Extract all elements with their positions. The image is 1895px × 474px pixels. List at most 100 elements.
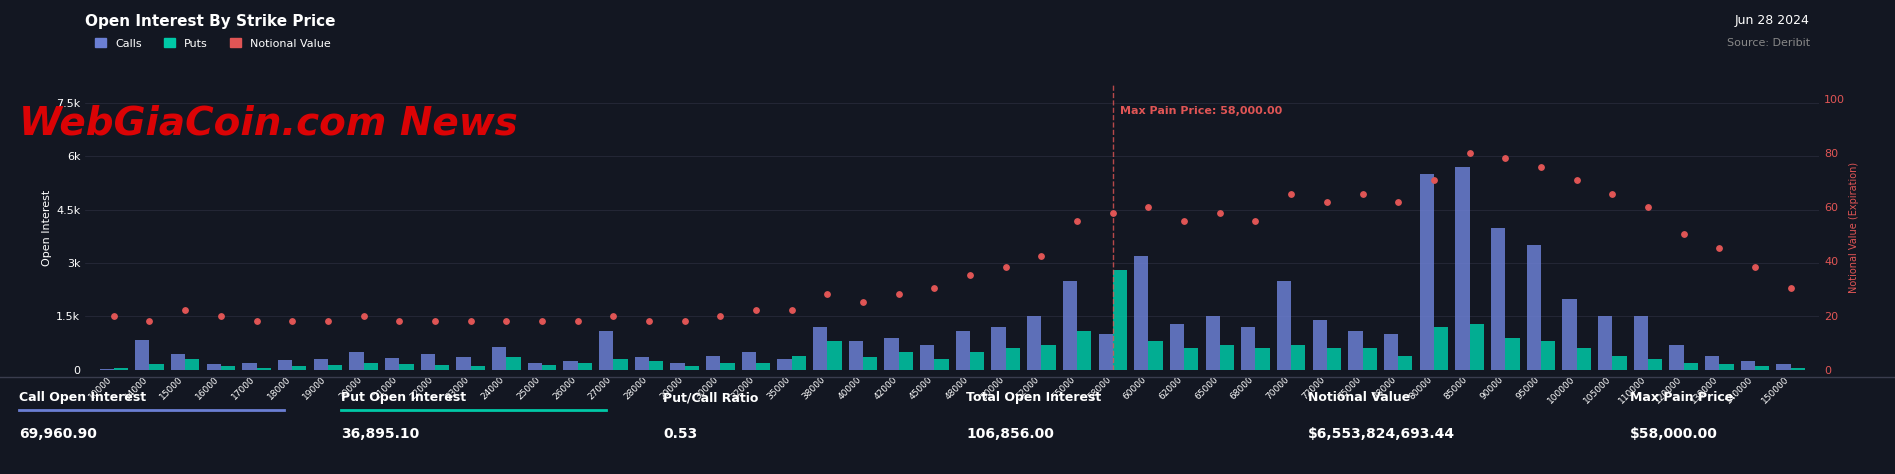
Bar	[279, 360, 292, 370]
Bar	[542, 365, 557, 370]
Point	[813, 290, 843, 298]
Point	[1668, 230, 1698, 238]
Bar	[635, 357, 648, 370]
Bar	[527, 363, 542, 370]
Bar	[885, 338, 898, 370]
Point	[1740, 263, 1770, 271]
Bar	[256, 368, 271, 370]
Point	[313, 317, 343, 325]
Bar	[648, 361, 663, 370]
Bar	[777, 359, 792, 370]
Bar	[135, 339, 150, 370]
Bar	[1791, 368, 1804, 370]
Bar	[436, 365, 449, 370]
Point	[421, 317, 451, 325]
Bar	[1076, 331, 1092, 370]
Bar	[578, 363, 591, 370]
Point	[1704, 244, 1734, 252]
Bar	[1363, 348, 1378, 370]
Text: Notional Value: Notional Value	[1308, 391, 1410, 404]
Bar	[243, 363, 256, 370]
Bar	[364, 363, 377, 370]
Bar	[792, 356, 805, 370]
Point	[527, 317, 557, 325]
Bar	[1669, 345, 1683, 370]
Bar	[1290, 345, 1306, 370]
Point	[1597, 190, 1628, 198]
Point	[1633, 203, 1664, 211]
Bar	[1347, 331, 1363, 370]
Bar	[349, 352, 364, 370]
Bar	[1577, 348, 1592, 370]
Bar	[493, 346, 506, 370]
Bar	[470, 366, 485, 370]
Bar	[1006, 348, 1020, 370]
Bar	[741, 352, 756, 370]
Bar	[1469, 324, 1484, 370]
Bar	[563, 361, 578, 370]
Point	[241, 317, 271, 325]
Text: Jun 28 2024: Jun 28 2024	[1734, 14, 1810, 27]
Text: Put/Call Ratio: Put/Call Ratio	[663, 391, 758, 404]
Bar	[385, 358, 400, 370]
Text: Put Open Interest: Put Open Interest	[341, 391, 466, 404]
Text: 106,856.00: 106,856.00	[966, 427, 1054, 441]
Point	[1205, 209, 1236, 217]
Bar	[1527, 246, 1541, 370]
Bar	[991, 327, 1006, 370]
Bar	[1649, 359, 1662, 370]
Bar	[1541, 341, 1556, 370]
Bar	[400, 365, 413, 370]
Bar	[1561, 299, 1577, 370]
Point	[1027, 252, 1057, 260]
Point	[705, 312, 735, 319]
Text: Open Interest By Strike Price: Open Interest By Strike Price	[85, 14, 335, 29]
Point	[171, 306, 201, 314]
Bar	[1491, 228, 1505, 370]
Point	[135, 317, 165, 325]
Y-axis label: Notional Value (Expiration): Notional Value (Expiration)	[1850, 162, 1859, 293]
Bar	[1184, 348, 1198, 370]
Bar	[292, 366, 307, 370]
Bar	[222, 366, 235, 370]
Bar	[1148, 341, 1164, 370]
Bar	[1313, 320, 1326, 370]
Bar	[756, 363, 769, 370]
Point	[669, 317, 699, 325]
Point	[777, 306, 807, 314]
Text: 69,960.90: 69,960.90	[19, 427, 97, 441]
Text: $6,553,824,693.44: $6,553,824,693.44	[1308, 427, 1455, 441]
Point	[919, 285, 949, 292]
Bar	[1169, 324, 1184, 370]
Bar	[955, 331, 970, 370]
Point	[1776, 285, 1806, 292]
Bar	[934, 359, 949, 370]
Bar	[707, 356, 720, 370]
Point	[633, 317, 663, 325]
Bar	[1419, 174, 1435, 370]
Text: Source: Deribit: Source: Deribit	[1726, 38, 1810, 48]
Bar	[100, 369, 114, 370]
Point	[1275, 190, 1306, 198]
Point	[1061, 217, 1092, 225]
Text: Total Open Interest: Total Open Interest	[966, 391, 1101, 404]
Bar	[671, 363, 684, 370]
Point	[1241, 217, 1272, 225]
Text: 0.53: 0.53	[663, 427, 697, 441]
Bar	[1755, 366, 1770, 370]
Bar	[898, 352, 913, 370]
Bar	[328, 365, 343, 370]
Bar	[862, 357, 877, 370]
Point	[1169, 217, 1200, 225]
Bar	[970, 352, 984, 370]
Point	[491, 317, 521, 325]
Point	[1561, 176, 1592, 184]
Point	[1383, 198, 1414, 206]
Bar	[1633, 317, 1649, 370]
Bar	[1683, 363, 1698, 370]
Bar	[599, 331, 614, 370]
Bar	[1455, 167, 1469, 370]
Point	[349, 312, 379, 319]
Bar	[457, 357, 470, 370]
Bar	[1742, 361, 1755, 370]
